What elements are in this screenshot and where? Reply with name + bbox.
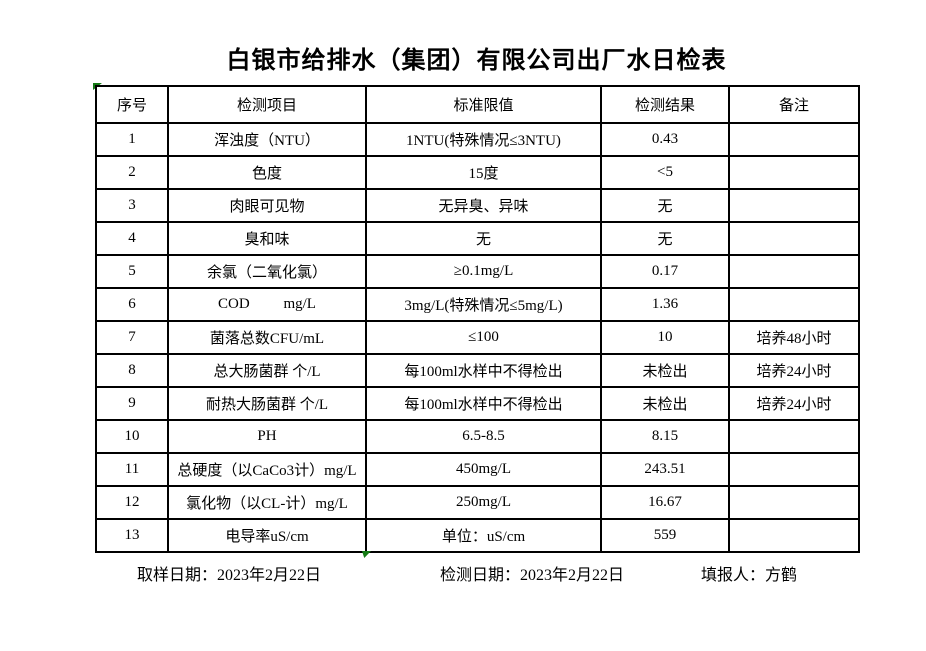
cell-standard: 6.5-8.5 <box>365 419 602 454</box>
cell-item: 菌落总数CFU/mL <box>167 320 367 355</box>
cell-no: 4 <box>95 221 169 256</box>
cell-item: 色度 <box>167 155 367 190</box>
cell-no: 11 <box>95 452 169 487</box>
table-row: 9 耐热大肠菌群 个/L 每100ml水样中不得检出 未检出 培养24小时 <box>95 386 860 421</box>
column-header: 标准限值 <box>365 85 602 124</box>
cell-no: 9 <box>95 386 169 421</box>
table-row: 3 肉眼可见物 无异臭、异味无 <box>95 188 860 223</box>
table-body: 1 浑浊度（NTU） 1NTU(特殊情况≤3NTU) 0.43 2 色度 15度 <5 3 肉眼可… <box>95 122 860 553</box>
cell-remark: 培养24小时 <box>728 386 860 421</box>
reporter-text: 填报人：方鹤 <box>701 567 798 584</box>
cell-remark <box>728 221 860 256</box>
cell-no: 3 <box>95 188 169 223</box>
cell-standard: ≤100 <box>365 320 602 355</box>
cell-item: 氯化物（以CL-计）mg/L <box>167 485 367 520</box>
cell-no: 7 <box>95 320 169 355</box>
cell-result: 无 <box>600 221 730 256</box>
cell-item: 总大肠菌群 个/L <box>167 353 367 388</box>
cell-standard: 每100ml水样中不得检出 <box>365 386 602 421</box>
table-row: 11 总硬度（以CaCo3计）mg/L 450mg/L 243.51 <box>95 452 860 487</box>
cell-item: 电导率uS/cm <box>167 518 367 553</box>
cell-standard: 15度 <box>365 155 602 190</box>
column-header: 序号 <box>95 85 169 124</box>
table-row: 7 菌落总数CFU/mL ≤100 10 培养48小时 <box>95 320 860 355</box>
column-header: 检测项目 <box>167 85 367 124</box>
cell-standard: 450mg/L <box>365 452 602 487</box>
inspection-table: 序号 检测项目 标准限值 检测结果 备注 1 浑浊度（NTU） 1NTU(特殊情况≤3NTU… <box>95 85 860 553</box>
cell-no: 13 <box>95 518 169 553</box>
cell-no: 12 <box>95 485 169 520</box>
cell-no: 2 <box>95 155 169 190</box>
table-row: 2 色度 15度 <5 <box>95 155 860 190</box>
cell-item: 耐热大肠菌群 个/L <box>167 386 367 421</box>
green-triangle-marker-bottom-icon <box>362 551 371 558</box>
cell-remark <box>728 188 860 223</box>
cell-standard: 1NTU(特殊情况≤3NTU) <box>365 122 602 157</box>
cell-no: 1 <box>95 122 169 157</box>
cell-result: 0.17 <box>600 254 730 289</box>
cell-result: 未检出 <box>600 386 730 421</box>
table-header-row: 序号 检测项目 标准限值 检测结果 备注 <box>95 85 860 124</box>
cell-standard: 单位：uS/cm <box>365 518 602 553</box>
cell-result: 16.67 <box>600 485 730 520</box>
cell-item: PH <box>167 419 367 454</box>
footer: 取样日期：2023年2月22日 检测日期：2023年2月22日 填报人：方鹤 <box>0 561 926 584</box>
cell-remark: 培养48小时 <box>728 320 860 355</box>
cell-remark <box>728 122 860 157</box>
cell-item: 浑浊度（NTU） <box>167 122 367 157</box>
cell-standard: ≥0.1mg/L <box>365 254 602 289</box>
cell-standard: 每100ml水样中不得检出 <box>365 353 602 388</box>
sampling-date-text: 取样日期：2023年2月22日 <box>137 567 322 584</box>
cell-result: 10 <box>600 320 730 355</box>
cell-result: 8.15 <box>600 419 730 454</box>
cell-no: 8 <box>95 353 169 388</box>
cell-result: 243.51 <box>600 452 730 487</box>
cell-result: 无 <box>600 188 730 223</box>
cell-result: 1.36 <box>600 287 730 322</box>
table-row: 13 电导率uS/cm 单位：uS/cm 559 <box>95 518 860 553</box>
column-header: 检测结果 <box>600 85 730 124</box>
table-row: 8 总大肠菌群 个/L 每100ml水样中不得检出 未检出 培养24小时 <box>95 353 860 388</box>
cell-standard: 250mg/L <box>365 485 602 520</box>
table-row: 5 余氯（二氧化氯） ≥0.1mg/L 0.17 <box>95 254 860 289</box>
cell-item: 余氯（二氧化氯） <box>167 254 367 289</box>
cell-item: COD mg/L <box>167 287 367 322</box>
cell-no: 6 <box>95 287 169 322</box>
table-row: 4 臭和味无无 <box>95 221 860 256</box>
table-row: 12 氯化物（以CL-计）mg/L 250mg/L 16.67 <box>95 485 860 520</box>
table-row: 1 浑浊度（NTU） 1NTU(特殊情况≤3NTU) 0.43 <box>95 122 860 157</box>
cell-standard: 无异臭、异味 <box>365 188 602 223</box>
cell-item: 臭和味 <box>167 221 367 256</box>
cell-result: <5 <box>600 155 730 190</box>
table-row: 10 PH 6.5-8.5 8.15 <box>95 419 860 454</box>
column-header: 备注 <box>728 85 860 124</box>
table-row: 6 COD mg/L 3mg/L(特殊情况≤5mg/L) 1.36 <box>95 287 860 322</box>
page-title: 白银市给排水（集团）有限公司出厂水日检表 <box>226 48 727 74</box>
cell-item: 总硬度（以CaCo3计）mg/L <box>167 452 367 487</box>
cell-standard: 3mg/L(特殊情况≤5mg/L) <box>365 287 602 322</box>
cell-item: 肉眼可见物 <box>167 188 367 223</box>
cell-remark <box>728 452 860 487</box>
cell-remark <box>728 254 860 289</box>
cell-remark <box>728 485 860 520</box>
cell-result: 559 <box>600 518 730 553</box>
cell-remark: 培养24小时 <box>728 353 860 388</box>
cell-remark <box>728 155 860 190</box>
cell-no: 10 <box>95 419 169 454</box>
test-date-text: 检测日期：2023年2月22日 <box>440 567 625 584</box>
cell-no: 5 <box>95 254 169 289</box>
cell-remark <box>728 287 860 322</box>
cell-result: 0.43 <box>600 122 730 157</box>
cell-result: 未检出 <box>600 353 730 388</box>
cell-standard: 无 <box>365 221 602 256</box>
cell-remark <box>728 419 860 454</box>
cell-remark <box>728 518 860 553</box>
